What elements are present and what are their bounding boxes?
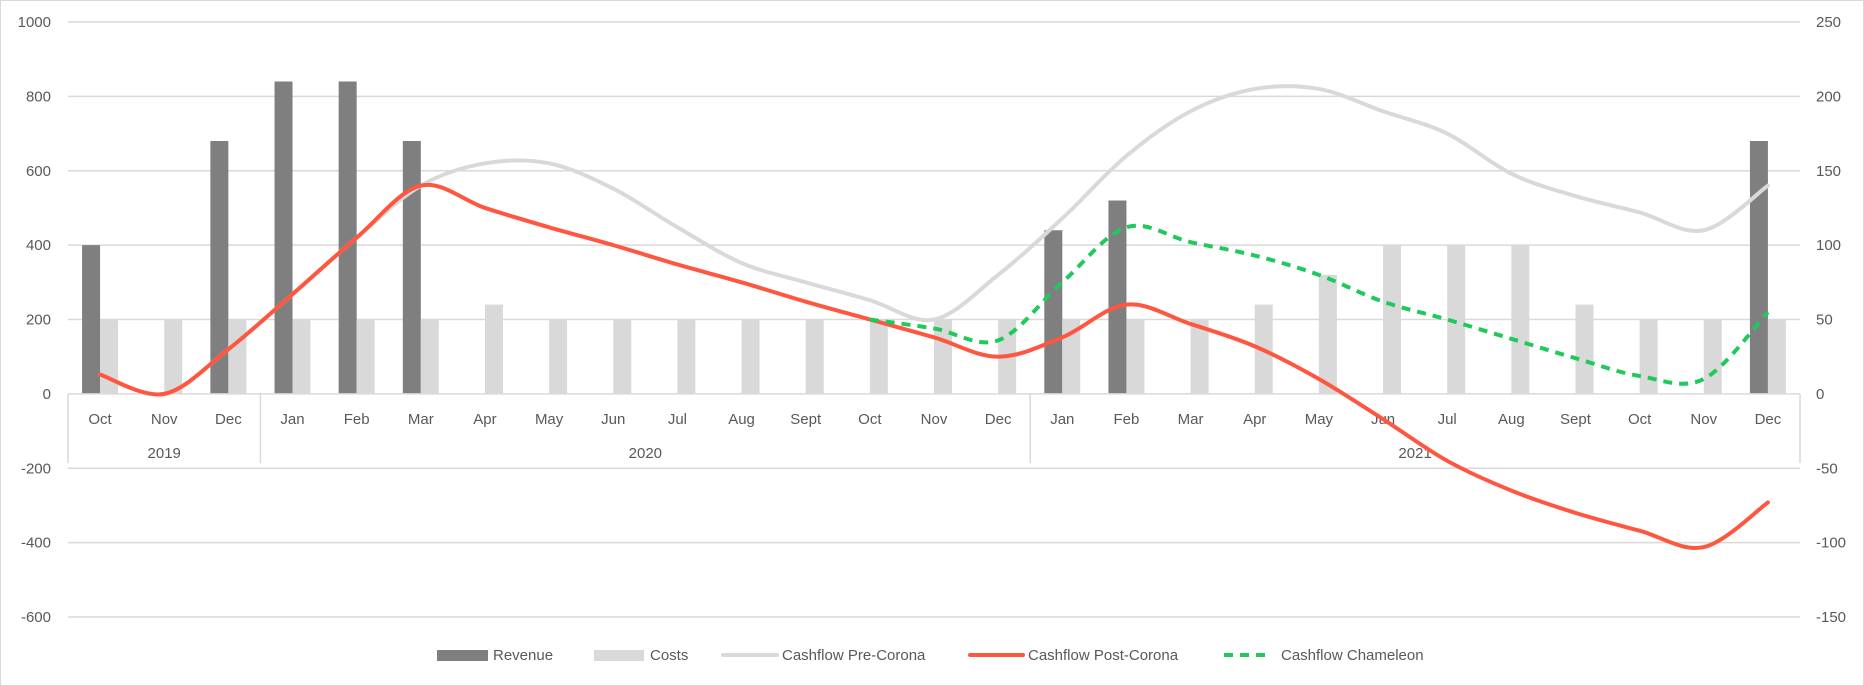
bar-costs [1190, 319, 1209, 394]
month-label: Oct [858, 411, 882, 428]
legend-label: Cashflow Chameleon [1281, 647, 1424, 664]
left-axis-tick-label: 200 [26, 312, 51, 329]
month-label: Jul [668, 411, 687, 428]
legend-swatch [594, 650, 644, 661]
bars [82, 81, 1786, 394]
right-axis-tick-label: 0 [1816, 386, 1824, 403]
bar-revenue [1044, 230, 1063, 394]
bar-costs [613, 319, 632, 394]
bar-revenue [82, 245, 101, 394]
bar-costs [356, 319, 375, 394]
bar-costs [292, 319, 311, 394]
month-label: Sept [1560, 411, 1592, 428]
category-axis: Oct Nov Dec Jan Feb Mar Apr May Jun Jul Aug Sept Oct… [67, 393, 1801, 463]
month-label: Aug [1498, 411, 1525, 428]
left-axis-tick-label: 800 [26, 88, 51, 105]
bar-costs [549, 319, 568, 394]
lines [98, 84, 1770, 550]
line-cashflow-chameleon [869, 223, 1770, 386]
right-axis-tick-label: -150 [1816, 609, 1846, 626]
year-label: 2019 [148, 445, 181, 462]
month-label: May [535, 411, 564, 428]
line-cashflow-post-corona [98, 182, 1770, 550]
bar-revenue [1108, 200, 1127, 394]
legend-label: Cashflow Post-Corona [1028, 647, 1179, 664]
left-axis-tick-label: 0 [43, 386, 51, 403]
bar-costs [677, 319, 696, 394]
month-label: Mar [408, 411, 434, 428]
month-label: Dec [1755, 411, 1782, 428]
bar-revenue [210, 141, 229, 394]
month-label: Nov [1690, 411, 1717, 428]
left-axis-tick-label: 400 [26, 237, 51, 254]
month-label: Jan [280, 411, 304, 428]
month-label: Feb [344, 411, 370, 428]
bar-costs [1318, 274, 1337, 394]
left-axis-tick-label: 1000 [18, 14, 51, 31]
month-label: Jul [1438, 411, 1457, 428]
left-axis-tick-label: 600 [26, 163, 51, 180]
month-label: Nov [921, 411, 948, 428]
bar-revenue [1749, 141, 1768, 394]
month-label: May [1305, 411, 1334, 428]
bar-revenue [338, 81, 357, 394]
year-label: 2021 [1398, 445, 1431, 462]
month-label: Oct [1628, 411, 1652, 428]
legend-label: Revenue [493, 647, 553, 664]
month-label: Jun [601, 411, 625, 428]
left-axis-tick-label: -400 [21, 535, 51, 552]
month-label: Jan [1050, 411, 1074, 428]
bar-costs [1639, 319, 1658, 394]
left-axis-tick-label: -200 [21, 460, 51, 477]
right-axis-tick-label: 250 [1816, 14, 1841, 31]
month-label: Aug [728, 411, 755, 428]
bar-revenue [274, 81, 293, 394]
bar-costs [741, 319, 760, 394]
bar-costs [1703, 319, 1722, 394]
month-label: Nov [151, 411, 178, 428]
year-label: 2020 [629, 445, 662, 462]
month-label: Sept [790, 411, 822, 428]
bar-costs [1575, 304, 1594, 394]
legend-label: Costs [650, 647, 688, 664]
bar-costs [228, 319, 247, 394]
month-label: Mar [1178, 411, 1204, 428]
right-axis-tick-label: 100 [1816, 237, 1841, 254]
bar-revenue [402, 141, 421, 394]
month-label: Dec [985, 411, 1012, 428]
right-axis-tick-label: 150 [1816, 163, 1841, 180]
month-label: Oct [88, 411, 112, 428]
right-axis-tick-label: 200 [1816, 88, 1841, 105]
bar-costs [1447, 245, 1466, 394]
right-axis-tick-label: 50 [1816, 312, 1833, 329]
legend-swatch [437, 650, 488, 661]
bar-costs [484, 304, 503, 394]
bar-costs [1383, 245, 1402, 394]
right-axis-tick-label: -100 [1816, 535, 1846, 552]
month-label: Feb [1114, 411, 1140, 428]
month-label: Dec [215, 411, 242, 428]
legend-label: Cashflow Pre-Corona [782, 647, 926, 664]
bar-costs [805, 319, 824, 394]
bar-costs [1126, 319, 1145, 394]
bar-costs [1511, 245, 1530, 394]
bar-costs [869, 319, 888, 394]
bar-costs [1062, 319, 1081, 394]
month-label: Apr [1243, 411, 1266, 428]
bar-costs [1767, 319, 1786, 394]
bar-costs [420, 319, 439, 394]
bar-costs [164, 319, 183, 394]
left-axis-tick-label: -600 [21, 609, 51, 626]
month-label: Apr [473, 411, 496, 428]
right-axis-tick-label: -50 [1816, 460, 1838, 477]
tick-labels: 1000 250 800 200 600 150 400 100 200 50 0 0 -200 -50 -… [18, 14, 1846, 626]
legend: Revenue Costs Cashflow Pre-Corona Cashflow … [437, 647, 1424, 664]
